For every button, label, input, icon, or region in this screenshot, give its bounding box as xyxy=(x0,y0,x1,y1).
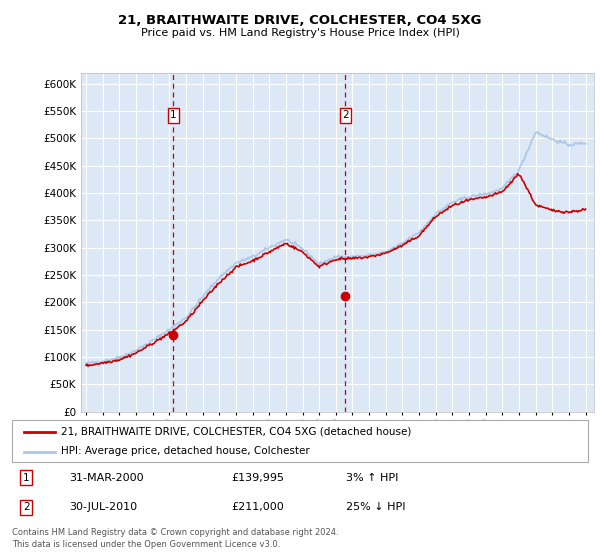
Text: 3% ↑ HPI: 3% ↑ HPI xyxy=(346,473,398,483)
Text: £211,000: £211,000 xyxy=(231,502,284,512)
Text: 2: 2 xyxy=(342,110,349,120)
Text: 25% ↓ HPI: 25% ↓ HPI xyxy=(346,502,406,512)
Text: Contains HM Land Registry data © Crown copyright and database right 2024.
This d: Contains HM Land Registry data © Crown c… xyxy=(12,528,338,549)
Text: 1: 1 xyxy=(170,110,177,120)
Text: 21, BRAITHWAITE DRIVE, COLCHESTER, CO4 5XG (detached house): 21, BRAITHWAITE DRIVE, COLCHESTER, CO4 5… xyxy=(61,427,412,437)
Text: 2: 2 xyxy=(23,502,30,512)
Text: HPI: Average price, detached house, Colchester: HPI: Average price, detached house, Colc… xyxy=(61,446,310,456)
Text: 30-JUL-2010: 30-JUL-2010 xyxy=(70,502,138,512)
Text: £139,995: £139,995 xyxy=(231,473,284,483)
FancyBboxPatch shape xyxy=(12,420,588,462)
Text: 21, BRAITHWAITE DRIVE, COLCHESTER, CO4 5XG: 21, BRAITHWAITE DRIVE, COLCHESTER, CO4 5… xyxy=(118,14,482,27)
Text: Price paid vs. HM Land Registry's House Price Index (HPI): Price paid vs. HM Land Registry's House … xyxy=(140,28,460,38)
Text: 31-MAR-2000: 31-MAR-2000 xyxy=(70,473,144,483)
Text: 1: 1 xyxy=(23,473,30,483)
